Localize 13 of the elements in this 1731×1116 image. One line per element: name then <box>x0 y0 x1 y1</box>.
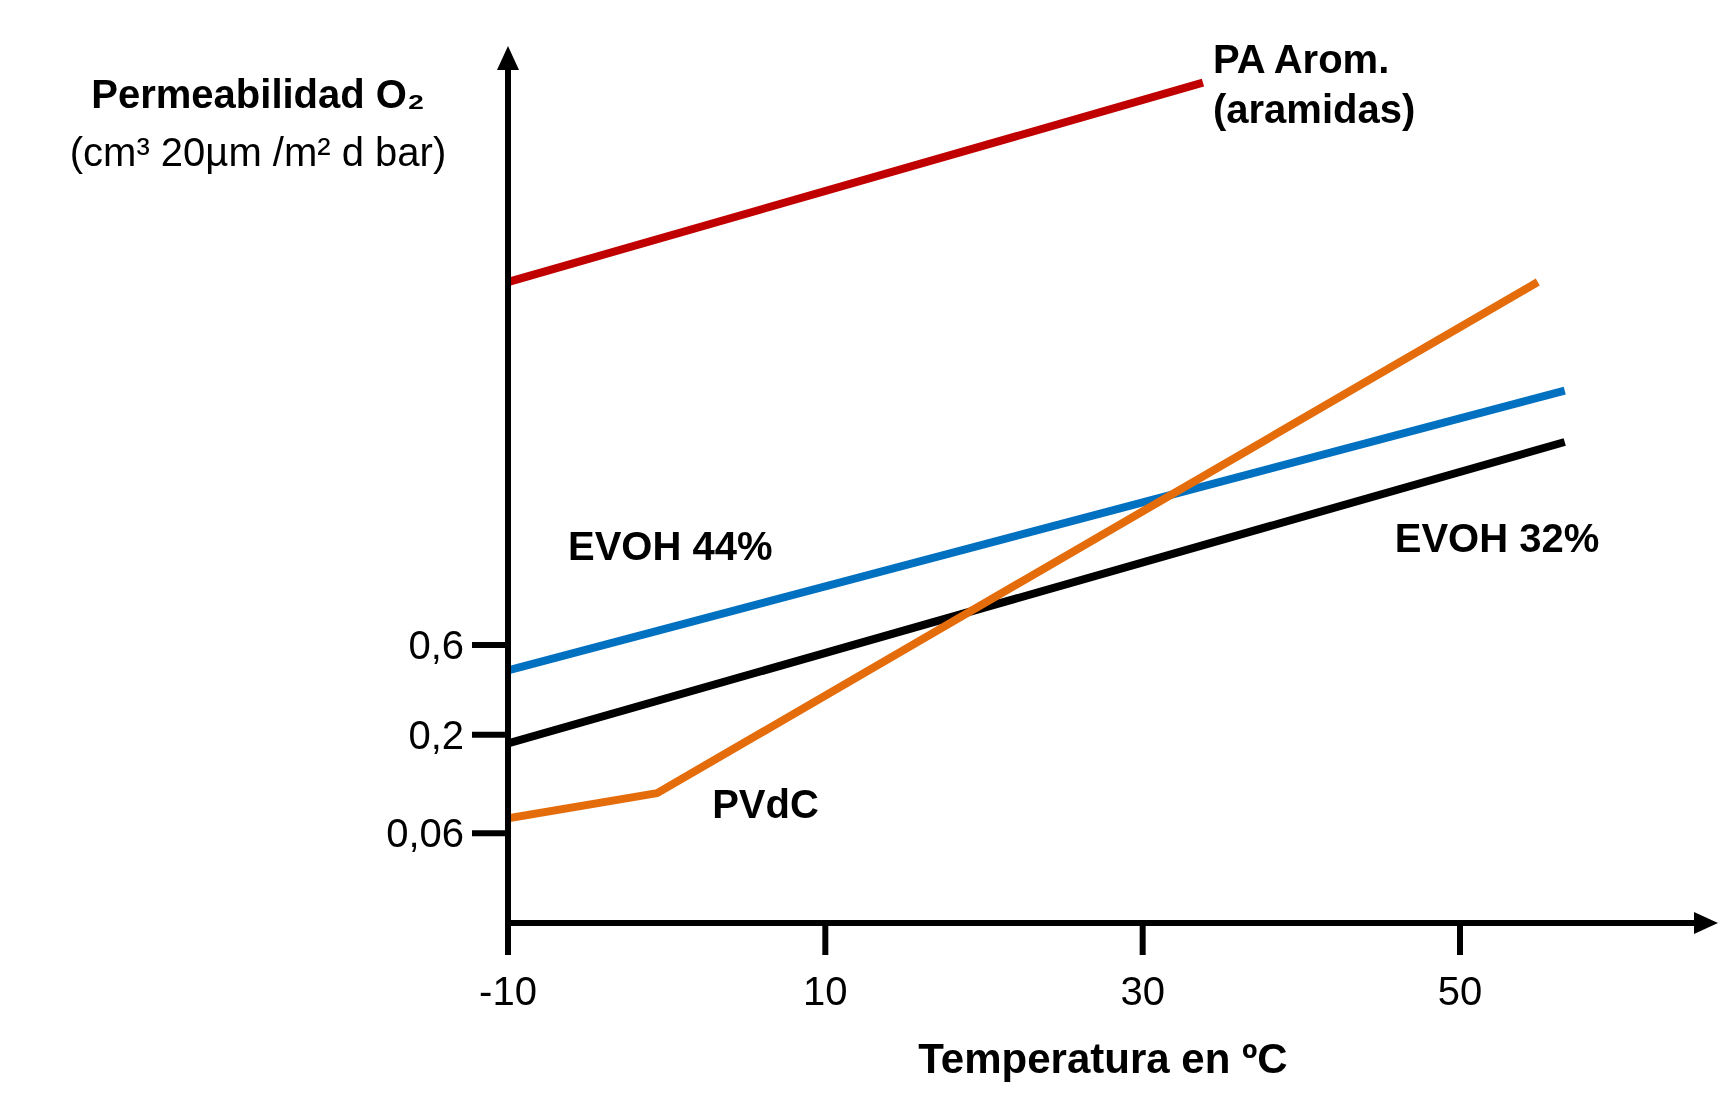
y-tick-label: 0,6 <box>408 623 464 668</box>
x-tick-label: -10 <box>479 969 537 1013</box>
x-axis-title: Temperatura en ºC <box>918 1035 1288 1082</box>
series-label: EVOH 44% <box>568 524 773 569</box>
y-axis-title: Permeabilidad O₂ (cm³ 20µm /m² d bar) <box>69 72 447 174</box>
series-label: EVOH 32% <box>1394 516 1600 561</box>
y-tick-label: 0,2 <box>408 712 464 757</box>
x-tick-label: 50 <box>1437 969 1483 1013</box>
y-tick-label: 0,06 <box>386 811 464 856</box>
series-label: PA Arom. (aramidas) <box>1212 36 1416 131</box>
x-tick-label: 10 <box>803 969 848 1013</box>
series-label: PVdC <box>712 782 819 827</box>
x-tick-label: 30 <box>1120 969 1165 1013</box>
